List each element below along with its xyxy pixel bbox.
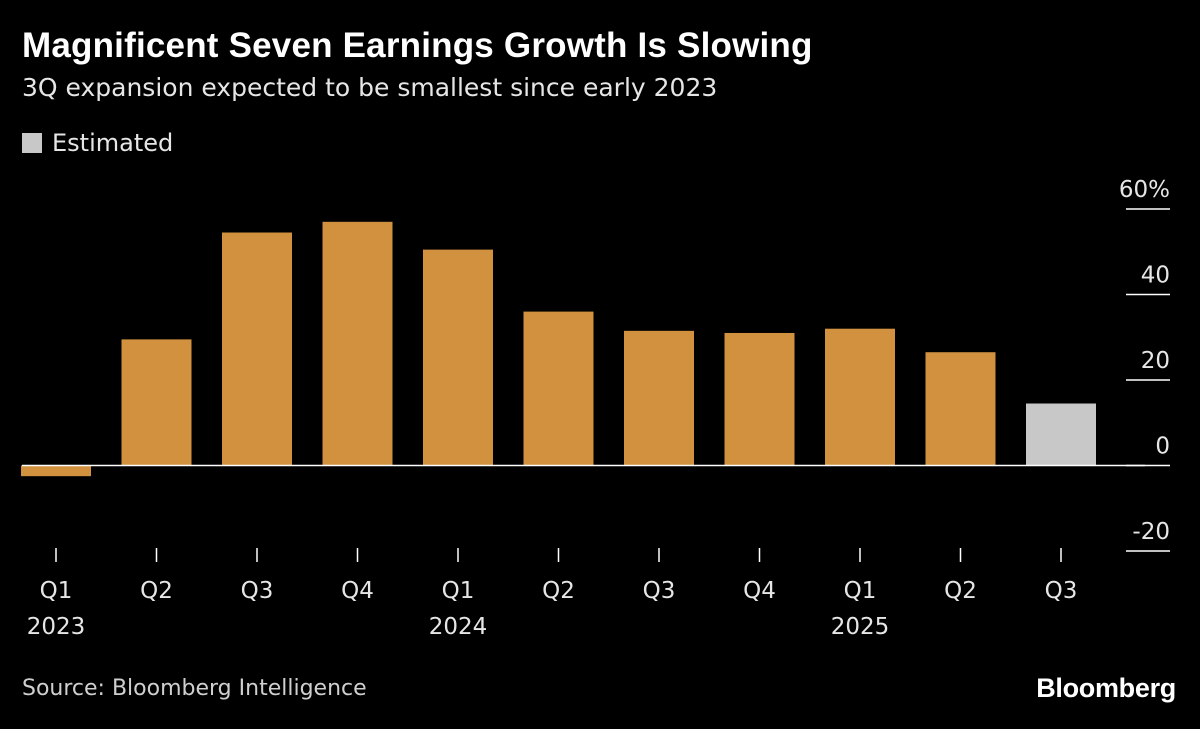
x-tick-label: Q2 [944, 578, 977, 604]
x-tick-label: Q1 [442, 578, 475, 604]
bar [121, 339, 192, 466]
chart-title: Magnificent Seven Earnings Growth Is Slo… [22, 26, 813, 65]
x-tick-label: Q1 [844, 578, 877, 604]
bloomberg-logo: Bloomberg [1036, 673, 1176, 703]
source-note: Source: Bloomberg Intelligence [22, 676, 367, 701]
y-tick-label: 60% [1119, 177, 1170, 203]
x-tick-label: Q4 [341, 578, 374, 604]
bar [624, 330, 694, 466]
x-tick-label: Q1 [40, 578, 73, 604]
x-year-label: 2024 [429, 614, 488, 640]
x-tick-label: Q2 [140, 578, 173, 604]
bar [1026, 403, 1096, 466]
legend-label-estimated: Estimated [52, 129, 174, 157]
x-year-label: 2025 [831, 614, 890, 640]
x-year-label: 2023 [27, 614, 86, 640]
x-tick-label: Q3 [643, 578, 676, 604]
bar [825, 328, 895, 466]
bar [322, 221, 393, 466]
bar [222, 232, 292, 466]
y-tick-label: 20 [1141, 348, 1170, 374]
bar [21, 465, 91, 477]
bar [925, 352, 996, 466]
legend-swatch-estimated [22, 133, 42, 153]
legend: Estimated [22, 129, 173, 157]
x-tick-label: Q2 [542, 578, 575, 604]
bar [724, 332, 795, 466]
x-tick-label: Q3 [241, 578, 274, 604]
bar [523, 311, 594, 466]
x-tick-label: Q4 [743, 578, 776, 604]
y-tick-label: 0 [1155, 434, 1170, 460]
y-tick-label: 40 [1141, 263, 1170, 289]
bar [423, 249, 493, 466]
chart-subtitle: 3Q expansion expected to be smallest sin… [22, 73, 718, 102]
x-tick-label: Q3 [1045, 578, 1078, 604]
y-tick-label: -20 [1132, 519, 1170, 545]
